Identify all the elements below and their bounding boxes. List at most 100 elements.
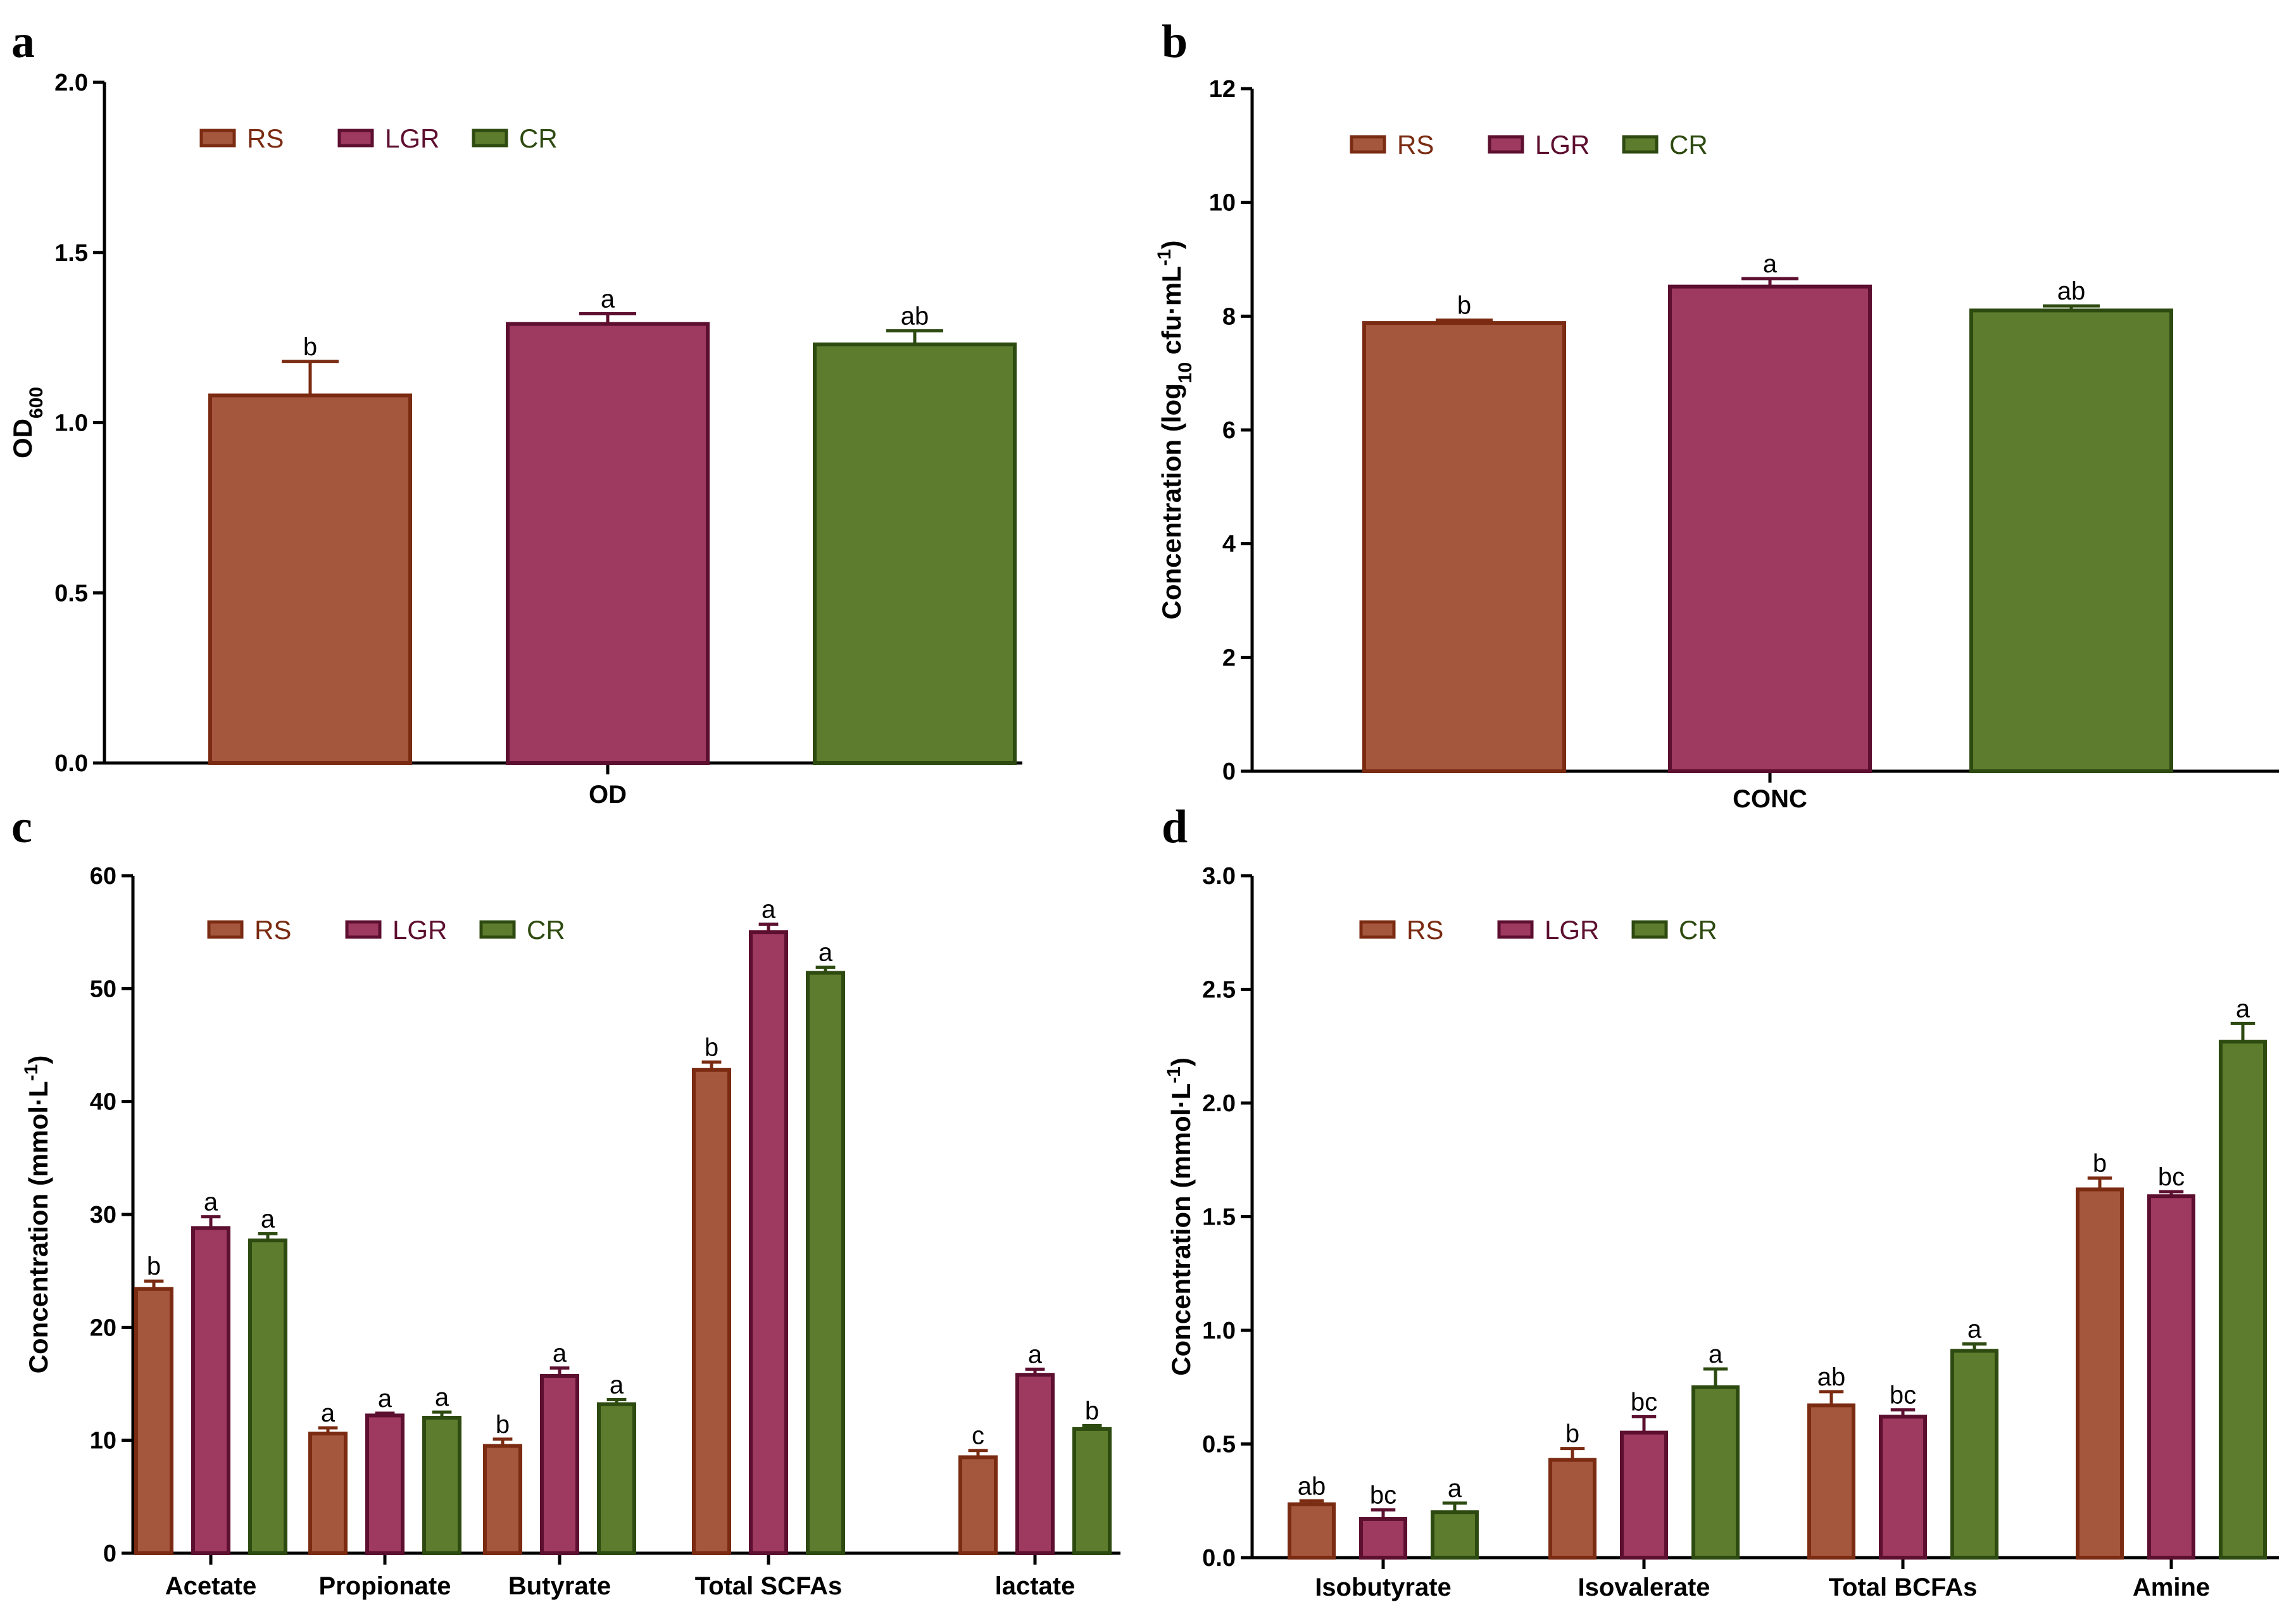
bar-lgr	[1879, 1415, 1927, 1560]
significance-letter: a	[601, 286, 615, 313]
y-tick-label: 1.0	[1202, 1318, 1236, 1344]
y-tick-label: 12	[1209, 76, 1236, 103]
legend-label-cr: CR	[527, 915, 565, 945]
significance-letter: a	[261, 1205, 275, 1233]
legend-label-lgr: LGR	[1545, 915, 1599, 945]
y-tick-label: 10	[1209, 190, 1236, 217]
bar-cr	[1969, 308, 2173, 774]
category-label: CONC	[1733, 785, 1807, 813]
significance-letter: a	[762, 896, 776, 924]
y-tick-label: 4	[1222, 531, 1236, 558]
bar-lgr	[365, 1413, 405, 1556]
significance-letter: bc	[1631, 1388, 1657, 1416]
category-label: Isobutyrate	[1315, 1573, 1452, 1601]
significance-letter: a	[321, 1399, 336, 1427]
legend-swatch-cr	[479, 920, 516, 939]
y-tick-label: 60	[90, 863, 116, 890]
y-tick-label: 0	[103, 1541, 116, 1567]
y-tick-label: 0.0	[1202, 1545, 1236, 1572]
bar-rs	[1288, 1502, 1336, 1560]
panel-letter: c	[11, 801, 32, 853]
category-label: lactate	[995, 1572, 1076, 1600]
panel-a: a 0.0 0.5 1.0 1.5 2.0 OD OD600 RS LGR CR b a ab	[8, 16, 1022, 809]
legend-label-rs: RS	[247, 123, 284, 153]
legend-swatch-lgr	[345, 920, 382, 939]
y-tick-label: 1.0	[54, 410, 88, 437]
bar-cr	[813, 342, 1017, 765]
bar-cr	[806, 971, 845, 1556]
y-axis-label: Concentration (mmol·L-1)	[21, 1056, 54, 1374]
legend-label-rs: RS	[1407, 915, 1443, 945]
y-axis-label: Concentration (mmol·L-1)	[1164, 1057, 1196, 1376]
bar-rs	[692, 1068, 731, 1555]
significance-letter: a	[819, 938, 833, 966]
legend-swatch-cr	[1622, 135, 1659, 154]
bar-cr	[1431, 1510, 1479, 1560]
y-tick-label: 2.0	[54, 70, 88, 96]
y-tick-label: 30	[90, 1202, 116, 1228]
bar-rs	[1362, 321, 1566, 773]
y-tick-label: 10	[90, 1428, 116, 1454]
significance-letter: a	[1763, 250, 1778, 278]
significance-letter: b	[147, 1252, 161, 1280]
significance-letter: ab	[2057, 277, 2086, 305]
significance-letter: a	[1709, 1340, 1723, 1368]
y-tick-label: 8	[1222, 303, 1236, 330]
bar-rs	[308, 1431, 348, 1555]
y-tick-label: 0	[1222, 759, 1236, 785]
category-label: Total SCFAs	[695, 1572, 843, 1600]
significance-letter: b	[1457, 292, 1471, 320]
legend-label-lgr: LGR	[385, 123, 439, 153]
bar-lgr	[2147, 1194, 2195, 1560]
bar-lgr	[191, 1226, 230, 1555]
legend-swatch-cr	[472, 129, 508, 148]
bar-cr	[597, 1402, 636, 1556]
legend-label-rs: RS	[254, 915, 291, 945]
legend-swatch-rs	[207, 920, 244, 939]
significance-letter: a	[610, 1371, 624, 1399]
category-label: Amine	[2133, 1573, 2210, 1601]
panel-letter: a	[11, 16, 35, 68]
bar-cr	[2219, 1040, 2267, 1560]
panel-d: d 0.0 0.5 1.0 1.5 2.0 2.5 3.0 Isobutyrate Isovale…	[1162, 801, 2279, 1601]
y-tick-label: 0.5	[54, 580, 88, 607]
y-tick-label: 40	[90, 1089, 116, 1116]
bar-rs	[958, 1455, 998, 1556]
significance-letter: ab	[901, 302, 929, 330]
bar-cr	[1072, 1427, 1112, 1555]
category-label: OD	[589, 781, 627, 809]
legend-swatch-rs	[1359, 920, 1396, 939]
bar-rs	[134, 1287, 173, 1555]
legend-swatch-lgr	[337, 129, 374, 148]
significance-letter: ab	[1817, 1363, 1846, 1391]
panel-b: b 0 2 4 6 8 10 12 CONC Concentration (log10 cfu·m…	[1154, 16, 2279, 813]
bar-lgr	[1359, 1516, 1407, 1560]
significance-letter: a	[1448, 1475, 1462, 1503]
significance-letter: bc	[1370, 1482, 1396, 1510]
y-tick-label: 2.0	[1202, 1090, 1236, 1117]
bar-rs	[208, 393, 412, 765]
y-tick-label: 1.5	[54, 240, 88, 267]
y-tick-label: 50	[90, 976, 116, 1002]
significance-letter: b	[303, 333, 317, 361]
panel-letter: b	[1162, 16, 1188, 68]
y-axis-label: OD600	[8, 387, 47, 458]
significance-letter: a	[1967, 1316, 1982, 1344]
bar-lgr	[540, 1374, 579, 1555]
bar-lgr	[1668, 284, 1872, 773]
y-axis-label: Concentration (log10 cfu·mL-1)	[1154, 240, 1196, 619]
y-tick-label: 1.5	[1202, 1204, 1236, 1231]
significance-letter: b	[705, 1033, 718, 1061]
bar-cr	[1691, 1385, 1740, 1560]
y-tick-label: 0.5	[1202, 1432, 1236, 1458]
legend-swatch-rs	[1350, 135, 1386, 154]
y-tick-label: 2.5	[1202, 977, 1236, 1004]
significance-letter: bc	[1890, 1382, 1916, 1409]
bar-cr	[422, 1416, 461, 1555]
bar-lgr	[1620, 1430, 1668, 1560]
legend-label-rs: RS	[1397, 130, 1434, 160]
bar-rs	[2076, 1187, 2124, 1560]
legend-label-lgr: LGR	[1535, 130, 1590, 160]
significance-letter: a	[553, 1340, 567, 1368]
